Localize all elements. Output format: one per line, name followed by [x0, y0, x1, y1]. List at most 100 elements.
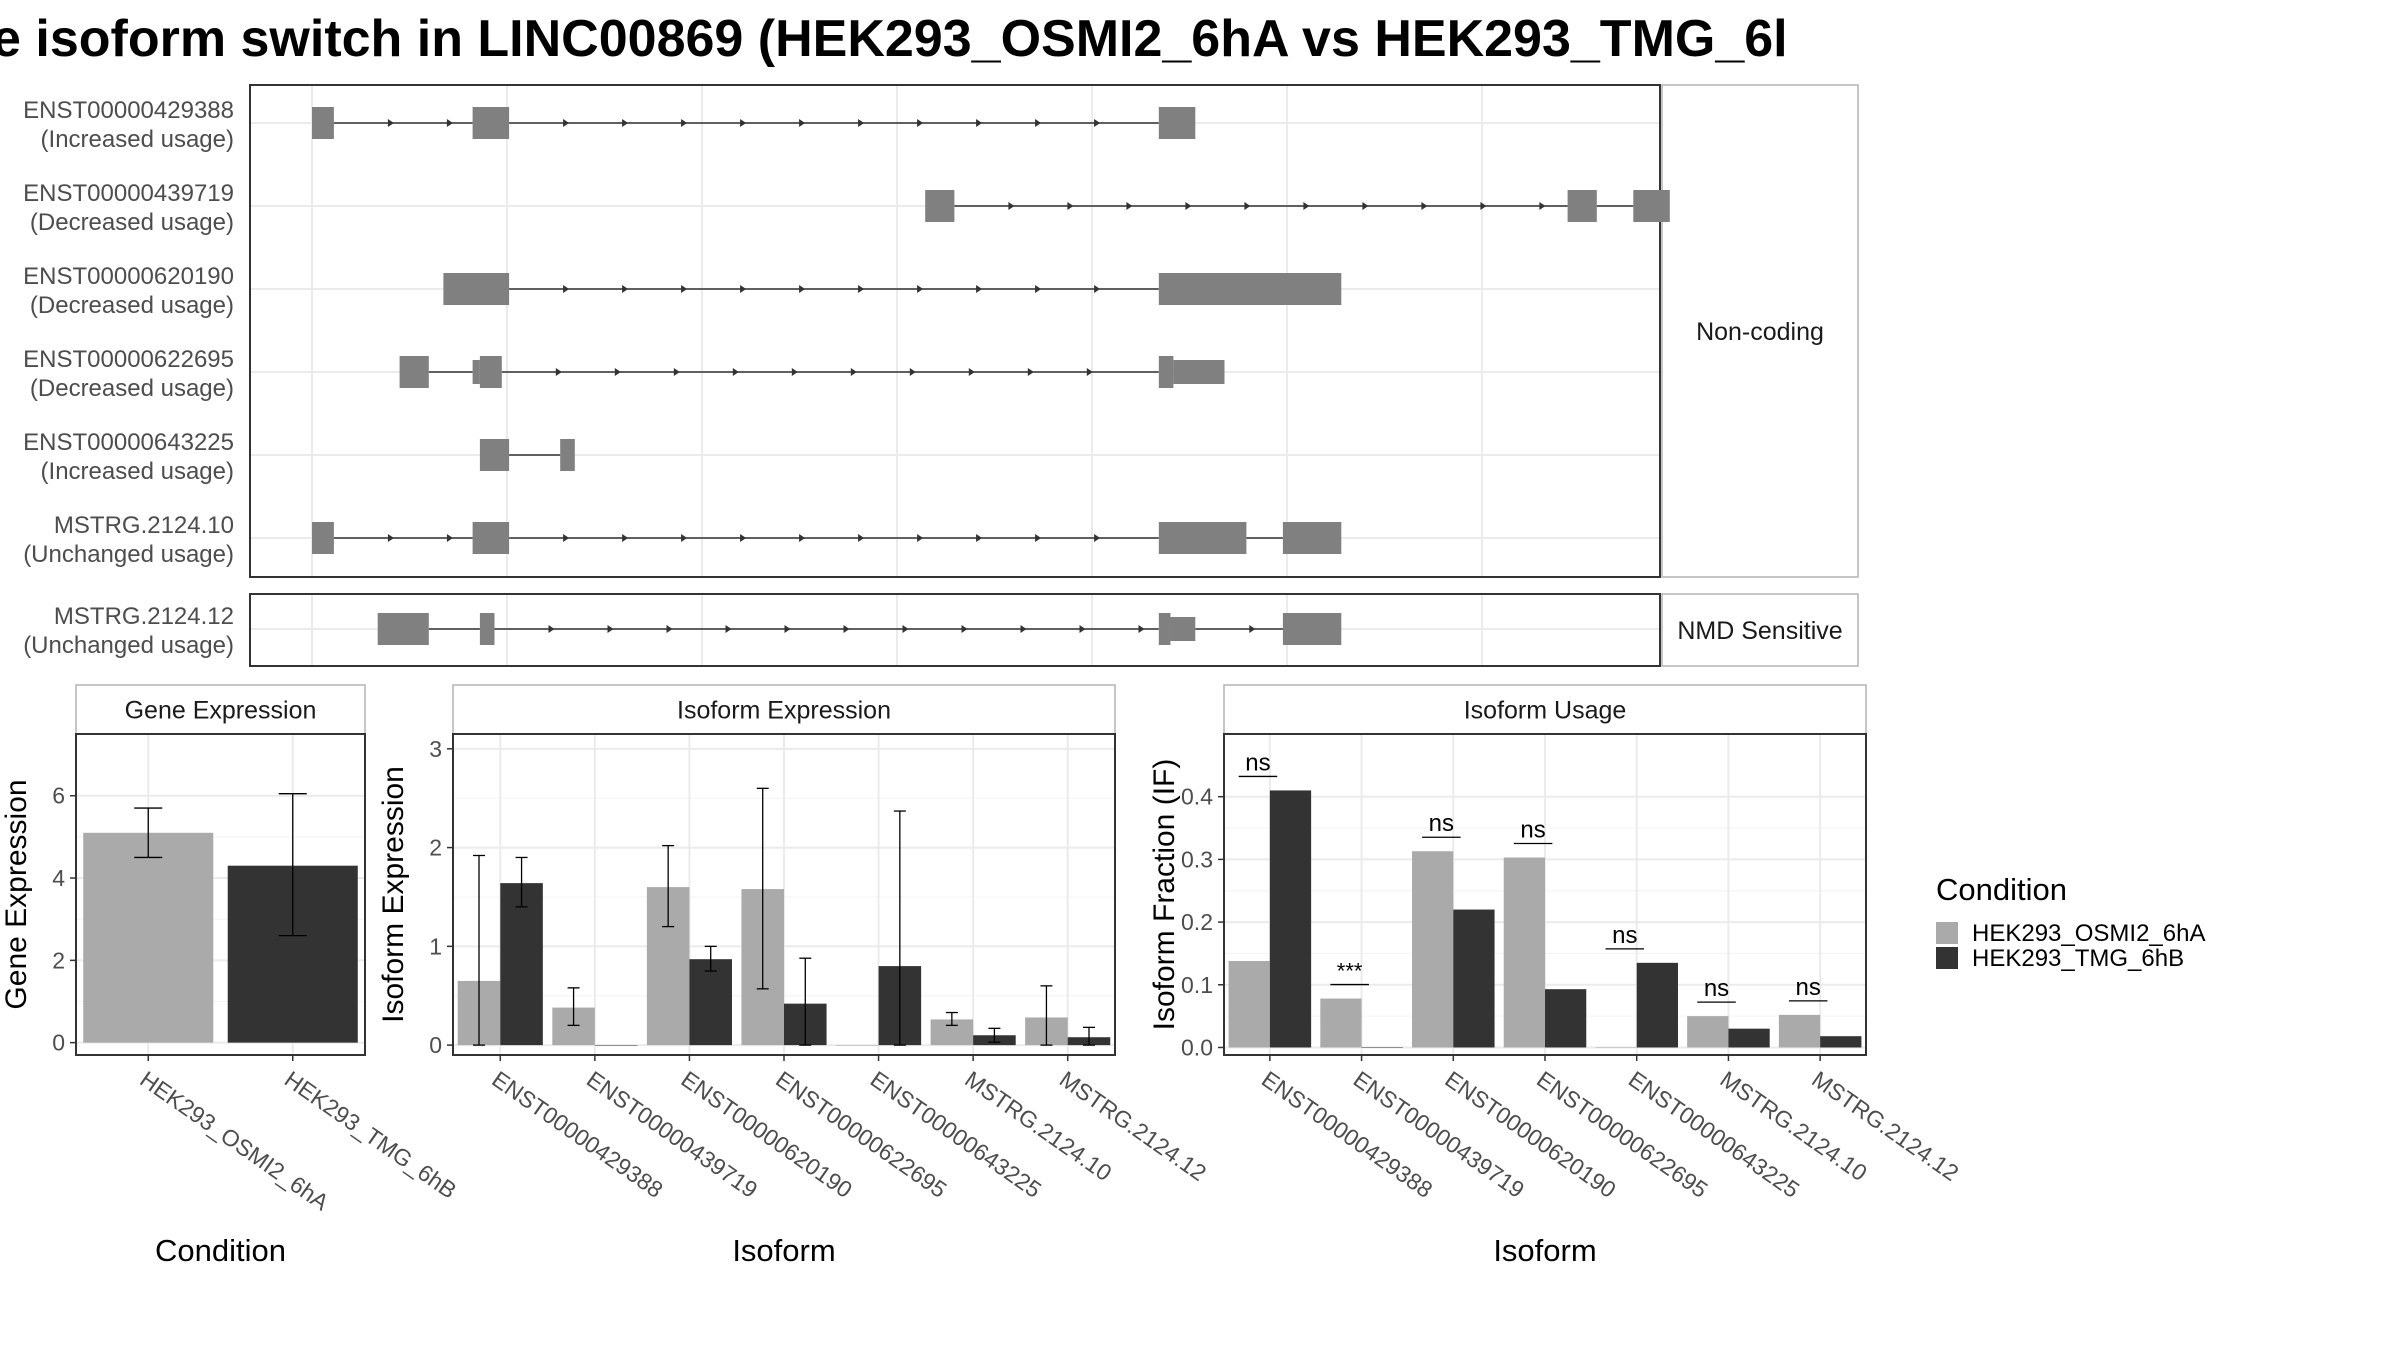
intron-arrow	[902, 625, 909, 633]
intron-arrow	[976, 534, 983, 542]
intron-arrow	[740, 285, 747, 293]
legend-entry-label: HEK293_OSMI2_6hA	[1972, 920, 2205, 947]
bar	[1728, 1028, 1770, 1048]
figure-title: e isoform switch in LINC00869 (HEK293_OS…	[0, 10, 1788, 68]
intron-arrow	[799, 285, 806, 293]
track-usage-label: (Increased usage)	[41, 126, 234, 153]
intron-arrow	[1244, 202, 1251, 210]
y-tick-label: 0.1	[1181, 972, 1213, 998]
panel-title: Isoform Usage	[1464, 697, 1627, 725]
intron-arrow	[740, 534, 747, 542]
bar	[1687, 1016, 1729, 1048]
intron-arrow	[681, 285, 688, 293]
x-tick-label: ENST00000643225	[866, 1066, 1046, 1203]
exon-block	[377, 613, 429, 645]
intron-arrow	[548, 625, 555, 633]
intron-arrow	[732, 368, 739, 376]
exon-block	[1158, 107, 1196, 139]
track-usage-label: (Unchanged usage)	[23, 541, 234, 568]
facet-label: Non-coding	[1696, 318, 1824, 346]
structure-panel-border	[249, 84, 1661, 578]
intron-arrow	[799, 119, 806, 127]
intron-arrow	[858, 534, 865, 542]
intron-arrow	[917, 119, 924, 127]
x-tick-label: ENST00000620190	[677, 1066, 857, 1203]
intron-arrow	[563, 285, 570, 293]
track-id-label: ENST00000439719	[23, 180, 234, 207]
intron-arrow	[850, 368, 857, 376]
structure-panel-bg	[250, 85, 1660, 577]
exon-block	[560, 439, 575, 471]
significance-label: ns	[1245, 749, 1270, 776]
legend-title: Condition	[1936, 872, 2067, 907]
significance-label: ns	[1429, 810, 1454, 837]
panel-title: Isoform Expression	[677, 697, 891, 725]
intron-arrow	[1249, 625, 1256, 633]
track-usage-label: (Decreased usage)	[30, 209, 234, 236]
exon-block	[472, 107, 510, 139]
intron-arrow	[1480, 202, 1487, 210]
intron-arrow	[1035, 285, 1042, 293]
intron-arrow	[673, 368, 680, 376]
intron-arrow	[622, 285, 629, 293]
x-tick-label: ENST00000439719	[582, 1066, 762, 1203]
intron-arrow	[1138, 625, 1145, 633]
intron-arrow	[666, 625, 673, 633]
facet-label: NMD Sensitive	[1677, 617, 1842, 645]
intron-arrow	[1094, 285, 1101, 293]
intron-arrow	[1539, 202, 1546, 210]
intron-arrow	[1362, 202, 1369, 210]
intron-arrow	[1027, 368, 1034, 376]
exon-block	[472, 522, 510, 554]
bar	[1320, 998, 1362, 1048]
intron-arrow	[555, 368, 562, 376]
exon-block	[1158, 273, 1342, 305]
exon-block	[472, 360, 480, 384]
exon-block	[443, 273, 510, 305]
intron-arrow	[614, 368, 621, 376]
exon-block	[479, 356, 502, 388]
intron-arrow	[1008, 202, 1015, 210]
intron-arrow	[607, 625, 614, 633]
bar	[1361, 1047, 1403, 1048]
exon-block	[1158, 613, 1171, 645]
intron-arrow	[681, 119, 688, 127]
bar	[500, 883, 543, 1046]
intron-arrow	[387, 119, 394, 127]
x-tick-label: ENST00000429388	[1257, 1066, 1437, 1203]
y-tick-label: 4	[52, 865, 65, 891]
intron-arrow	[681, 534, 688, 542]
bar	[689, 959, 732, 1046]
significance-label: ***	[1337, 959, 1363, 984]
intron-arrow	[791, 368, 798, 376]
intron-arrow	[1035, 119, 1042, 127]
x-tick-label: ENST00000439719	[1349, 1066, 1529, 1203]
exon-block	[312, 522, 334, 554]
intron-arrow	[843, 625, 850, 633]
x-tick-label: ENST00000622695	[1532, 1066, 1712, 1203]
x-tick-label: ENST00000622695	[771, 1066, 951, 1203]
exon-block	[399, 356, 429, 388]
track-id-label: MSTRG.2124.10	[54, 512, 234, 539]
track-id-label: ENST00000622695	[23, 346, 234, 373]
bar	[1503, 857, 1545, 1048]
facet-strip	[1661, 593, 1859, 667]
bar	[1636, 962, 1678, 1048]
exon-block	[479, 613, 495, 645]
track-usage-label: (Decreased usage)	[30, 292, 234, 319]
intron-arrow	[858, 285, 865, 293]
bar	[1778, 1014, 1821, 1048]
track-id-label: MSTRG.2124.12	[54, 603, 234, 630]
bar	[1545, 989, 1587, 1048]
y-axis-title: Gene Expression	[0, 779, 33, 1009]
bar	[1453, 909, 1495, 1048]
intron-arrow	[446, 534, 453, 542]
track-usage-label: (Decreased usage)	[30, 375, 234, 402]
bar	[1820, 1036, 1862, 1048]
y-tick-label: 0.0	[1181, 1034, 1213, 1060]
intron-arrow	[622, 119, 629, 127]
intron-arrow	[1079, 625, 1086, 633]
bar	[836, 1045, 879, 1046]
